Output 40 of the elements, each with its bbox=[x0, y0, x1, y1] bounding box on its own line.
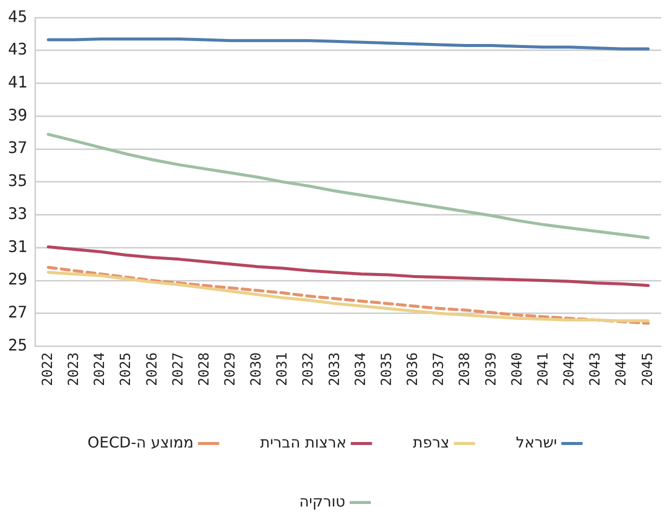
y-tick-label: 43 bbox=[8, 40, 28, 59]
x-tick-label: 2024 bbox=[92, 352, 108, 386]
x-tick-label: 2044 bbox=[614, 352, 630, 386]
x-tick-label: 2036 bbox=[405, 352, 422, 386]
x-tick-label: 2038 bbox=[457, 352, 474, 386]
y-tick-label: 33 bbox=[8, 204, 28, 223]
y-tick-label: 35 bbox=[8, 171, 28, 190]
x-tick-label: 2043 bbox=[588, 352, 604, 386]
legend-label: צרפת bbox=[412, 433, 450, 452]
x-tick-label: 2030 bbox=[248, 352, 265, 386]
x-tick-label: 2035 bbox=[378, 352, 395, 386]
y-tick-label: 27 bbox=[8, 302, 28, 322]
x-tick-label: 2040 bbox=[509, 352, 526, 386]
x-tick-label: 2042 bbox=[562, 352, 578, 386]
y-tick-label: 45 bbox=[8, 6, 28, 26]
x-tick-label: 2037 bbox=[431, 352, 448, 386]
x-tick-label: 2026 bbox=[144, 352, 160, 386]
y-tick-label: 39 bbox=[8, 105, 28, 124]
y-tick-label: 31 bbox=[8, 236, 28, 256]
y-tick-label: 29 bbox=[8, 270, 28, 289]
legend-label: ישראל bbox=[516, 433, 557, 452]
legend-label: ממוצע ה-OECD bbox=[88, 433, 194, 452]
x-tick-label: 2033 bbox=[326, 352, 343, 386]
x-tick-label: 2022 bbox=[40, 352, 56, 386]
legend-label: ארצות הברית bbox=[260, 433, 346, 452]
x-tick-label: 2029 bbox=[222, 352, 238, 386]
x-tick-label: 2023 bbox=[66, 352, 82, 386]
x-tick-label: 2025 bbox=[118, 352, 134, 386]
y-tick-label: 41 bbox=[8, 72, 28, 92]
y-tick-label: 25 bbox=[8, 335, 28, 354]
y-tick-label: 37 bbox=[8, 138, 28, 158]
x-tick-label: 2028 bbox=[196, 352, 212, 386]
x-tick-label: 2027 bbox=[170, 352, 186, 386]
x-tick-label: 2034 bbox=[352, 352, 369, 386]
x-tick-label: 2045 bbox=[640, 352, 656, 386]
x-tick-label: 2031 bbox=[274, 352, 291, 386]
x-tick-label: 2032 bbox=[300, 352, 317, 386]
legend-label: טורקיה bbox=[299, 492, 346, 510]
x-tick-label: 2039 bbox=[483, 352, 500, 386]
x-tick-label: 2041 bbox=[535, 352, 552, 386]
